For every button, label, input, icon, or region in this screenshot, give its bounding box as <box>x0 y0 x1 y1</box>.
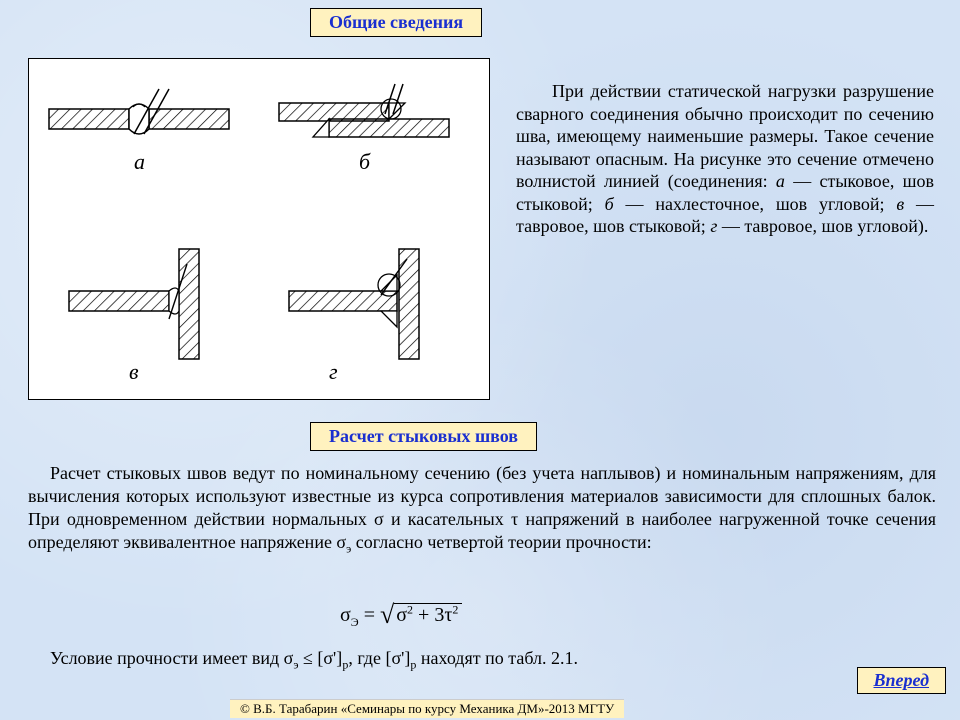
cond-pre: Условие прочности имеет вид σ <box>50 648 293 668</box>
f-sub: Э <box>351 615 359 629</box>
p1-v: в <box>896 194 904 214</box>
cond-mid1: ≤ [σ'] <box>298 648 342 668</box>
weld-joints-figure: а б в г <box>28 58 490 400</box>
p1-b: б <box>605 194 614 214</box>
cond-tail: находят по табл. 2.1. <box>416 648 578 668</box>
f-eq: = <box>359 604 380 626</box>
f-sigma: σ <box>340 604 351 626</box>
paragraph-calculation: Расчет стыковых швов ведут по номинально… <box>28 462 936 557</box>
p1-g-desc: — тавровое, шов угловой). <box>717 216 928 236</box>
label-g: г <box>329 359 338 384</box>
label-a: а <box>134 149 145 174</box>
p1-a: а <box>776 171 785 191</box>
cond-mid2: , где [σ'] <box>348 648 410 668</box>
f-tau: + 3τ <box>413 604 452 626</box>
p1-b-desc: — нахлесточное, шов угловой; <box>614 194 897 214</box>
f-exp2: 2 <box>452 602 458 616</box>
paragraph-description: При действии статической нагрузки разруш… <box>516 80 934 238</box>
forward-button[interactable]: Вперед <box>857 667 946 694</box>
strength-condition: Условие прочности имеет вид σэ ≤ [σ']р, … <box>28 648 928 673</box>
joint-a: а <box>49 89 229 174</box>
copyright-footer: © В.Б. Тарабарин «Семинары по курсу Меха… <box>230 699 624 718</box>
heading-general: Общие сведения <box>310 8 482 37</box>
joint-g: г <box>289 249 419 384</box>
sqrt-icon: √ <box>380 600 394 629</box>
f-s2: σ <box>396 604 407 626</box>
p2-tail: согласно четвертой теории прочности: <box>351 532 651 552</box>
joint-b: б <box>279 84 449 174</box>
equivalent-stress-formula: σЭ = √σ2 + 3τ2 <box>340 598 462 630</box>
label-v: в <box>129 359 139 384</box>
heading-calc: Расчет стыковых швов <box>310 422 537 451</box>
label-b: б <box>359 149 371 174</box>
joint-v: в <box>69 249 199 384</box>
